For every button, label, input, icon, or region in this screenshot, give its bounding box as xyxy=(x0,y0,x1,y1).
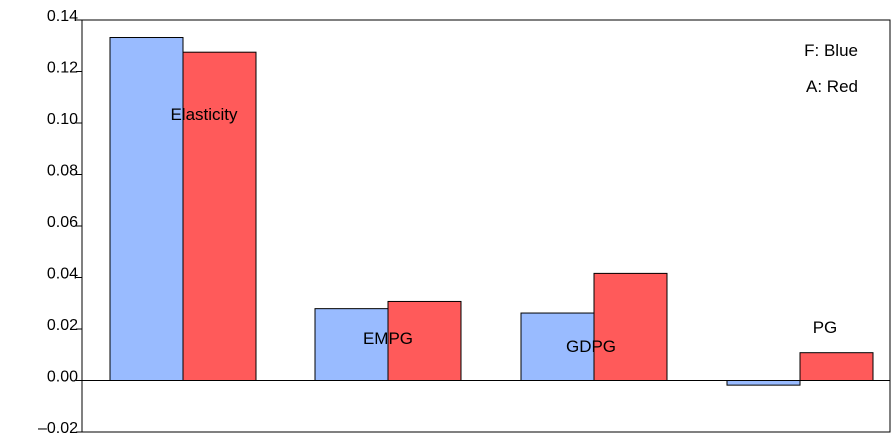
bar-a-gdpg xyxy=(593,272,668,382)
y-tick-label: 0.14 xyxy=(47,8,78,25)
bar-a-pg xyxy=(799,352,874,382)
legend-entry-a: A: Red xyxy=(806,77,858,96)
legend-entry-f: F: Blue xyxy=(804,41,858,60)
bar-f-pg xyxy=(726,380,801,386)
bar-f-gdpg xyxy=(520,312,595,381)
category-label-gdpg: GDPG xyxy=(566,337,616,356)
y-tick-label: 0.02 xyxy=(47,317,78,334)
category-label-elasticity: Elasticity xyxy=(170,105,238,124)
legend: F: Blue A: Red xyxy=(804,41,858,96)
y-tick-label: 0.04 xyxy=(47,266,78,283)
y-tick-label: 0.08 xyxy=(47,163,78,180)
bar-a-elasticity xyxy=(182,51,257,381)
bar-a-empg xyxy=(387,300,462,382)
y-tick-label: 0.12 xyxy=(47,60,78,77)
y-tick-label: 0.10 xyxy=(47,111,78,128)
bar-f-elasticity xyxy=(109,37,184,381)
category-labels: Elasticity EMPG GDPG PG xyxy=(170,105,837,356)
bars-group xyxy=(109,37,874,386)
category-label-empg: EMPG xyxy=(363,329,413,348)
y-tick-label: 0.00 xyxy=(47,369,78,386)
bar-f-empg xyxy=(314,308,389,381)
y-axis: –0.02 0.00 0.02 0.04 0.06 0.08 0.10 0.12 0.14 xyxy=(38,8,82,436)
category-label-pg: PG xyxy=(813,318,838,337)
y-tick-label: –0.02 xyxy=(38,420,78,436)
y-tick-label: 0.06 xyxy=(47,214,78,231)
